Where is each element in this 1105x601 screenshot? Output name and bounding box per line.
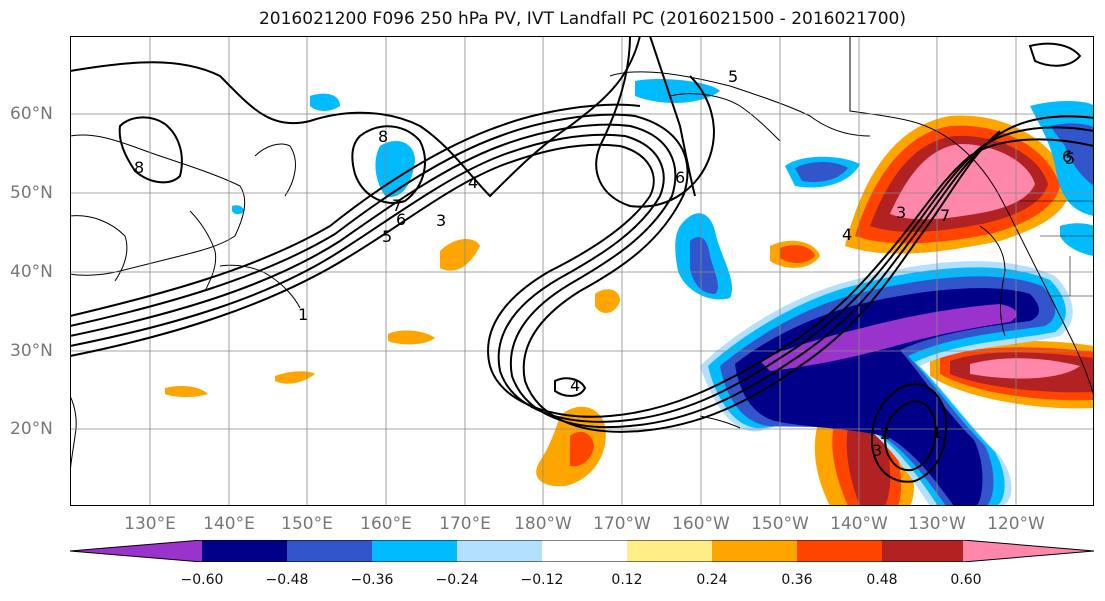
colorbar-segment [627,540,712,562]
colorbar-tick-label: −0.48 [265,572,309,588]
contour-label: 7 [940,206,950,225]
colorbar-extend-low [70,540,202,562]
colorbar-tick-label: 0.36 [781,572,813,588]
contour-label: 6 [675,168,685,187]
shaded-fields [165,79,1094,506]
lat-label: 60°N [10,104,53,124]
colorbar-tick-label: 0.24 [696,572,728,588]
contour-label: 1 [932,423,942,442]
colorbar-segment [882,540,963,562]
lon-label: 150°W [751,514,809,534]
contour-label: 6 [396,210,406,229]
contour-label: 1 [298,305,308,324]
contour-label: 2 [880,424,890,443]
lon-label: 130°W [908,514,966,534]
colorbar-tick-label: 0.60 [950,572,982,588]
contour-label: 5 [728,67,738,86]
lon-label: 130°E [124,514,176,534]
lon-label: 160°E [360,514,412,534]
colorbar-segment [372,540,457,562]
colorbar-segment [712,540,797,562]
colorbar-tick-label: −0.60 [180,572,224,588]
contour-label: 4 [842,225,852,244]
lon-label: 140°W [830,514,888,534]
colorbar-segment [202,540,287,562]
contour-label: 5 [1065,149,1075,168]
lon-label: 140°E [203,514,255,534]
lon-label: 120°W [987,514,1045,534]
lat-label: 50°N [10,183,53,203]
boundaries [849,36,1094,297]
colorbar-segment [797,540,882,562]
contour-label: 7 [392,196,402,215]
lon-label: 170°E [439,514,491,534]
gridlines [70,36,1094,506]
colorbar-segment [287,540,372,562]
map-canvas: 5 6 8 7 4 3 6 5 1 3 4 5 6 7 4 8 3 1 2 [70,36,1094,506]
colorbar-tick-label: 0.12 [611,572,643,588]
frame-border [70,36,1094,506]
contour-label: 8 [378,127,388,146]
lat-label: 40°N [10,262,53,282]
contour-label: 8 [134,158,144,177]
contour-labels: 5 6 8 7 4 3 6 5 1 3 4 5 6 7 4 8 3 1 2 [134,67,1075,460]
colorbar-segment [457,540,542,562]
lon-label: 160°W [672,514,730,534]
contour-label: 5 [382,227,392,246]
map-panel: 5 6 8 7 4 3 6 5 1 3 4 5 6 7 4 8 3 1 2 [70,36,1094,506]
plot-title: 2016021200 F096 250 hPa PV, IVT Landfall… [258,9,906,29]
contour-label: 4 [570,376,580,395]
colorbar-segment [542,540,627,562]
lon-label: 170°W [593,514,651,534]
colorbar-tick-label: −0.24 [435,572,479,588]
colorbar [70,540,1094,562]
colorbar-tick-label: −0.36 [350,572,394,588]
lat-label: 30°N [10,341,53,361]
contour-label: 4 [468,173,478,192]
lat-label: 20°N [10,419,53,439]
contour-label: 3 [436,211,446,230]
lon-label: 150°E [281,514,333,534]
colorbar-tick-label: −0.12 [520,572,564,588]
colorbar-extend-high [963,540,1094,562]
contour-label: 3 [872,441,882,460]
contour-label: 6 [1062,147,1072,166]
lon-label: 180°W [514,514,572,534]
contour-label: 3 [896,203,906,222]
coastlines [70,36,1094,477]
colorbar-tick-label: 0.48 [866,572,898,588]
pv-contours [70,36,1094,483]
